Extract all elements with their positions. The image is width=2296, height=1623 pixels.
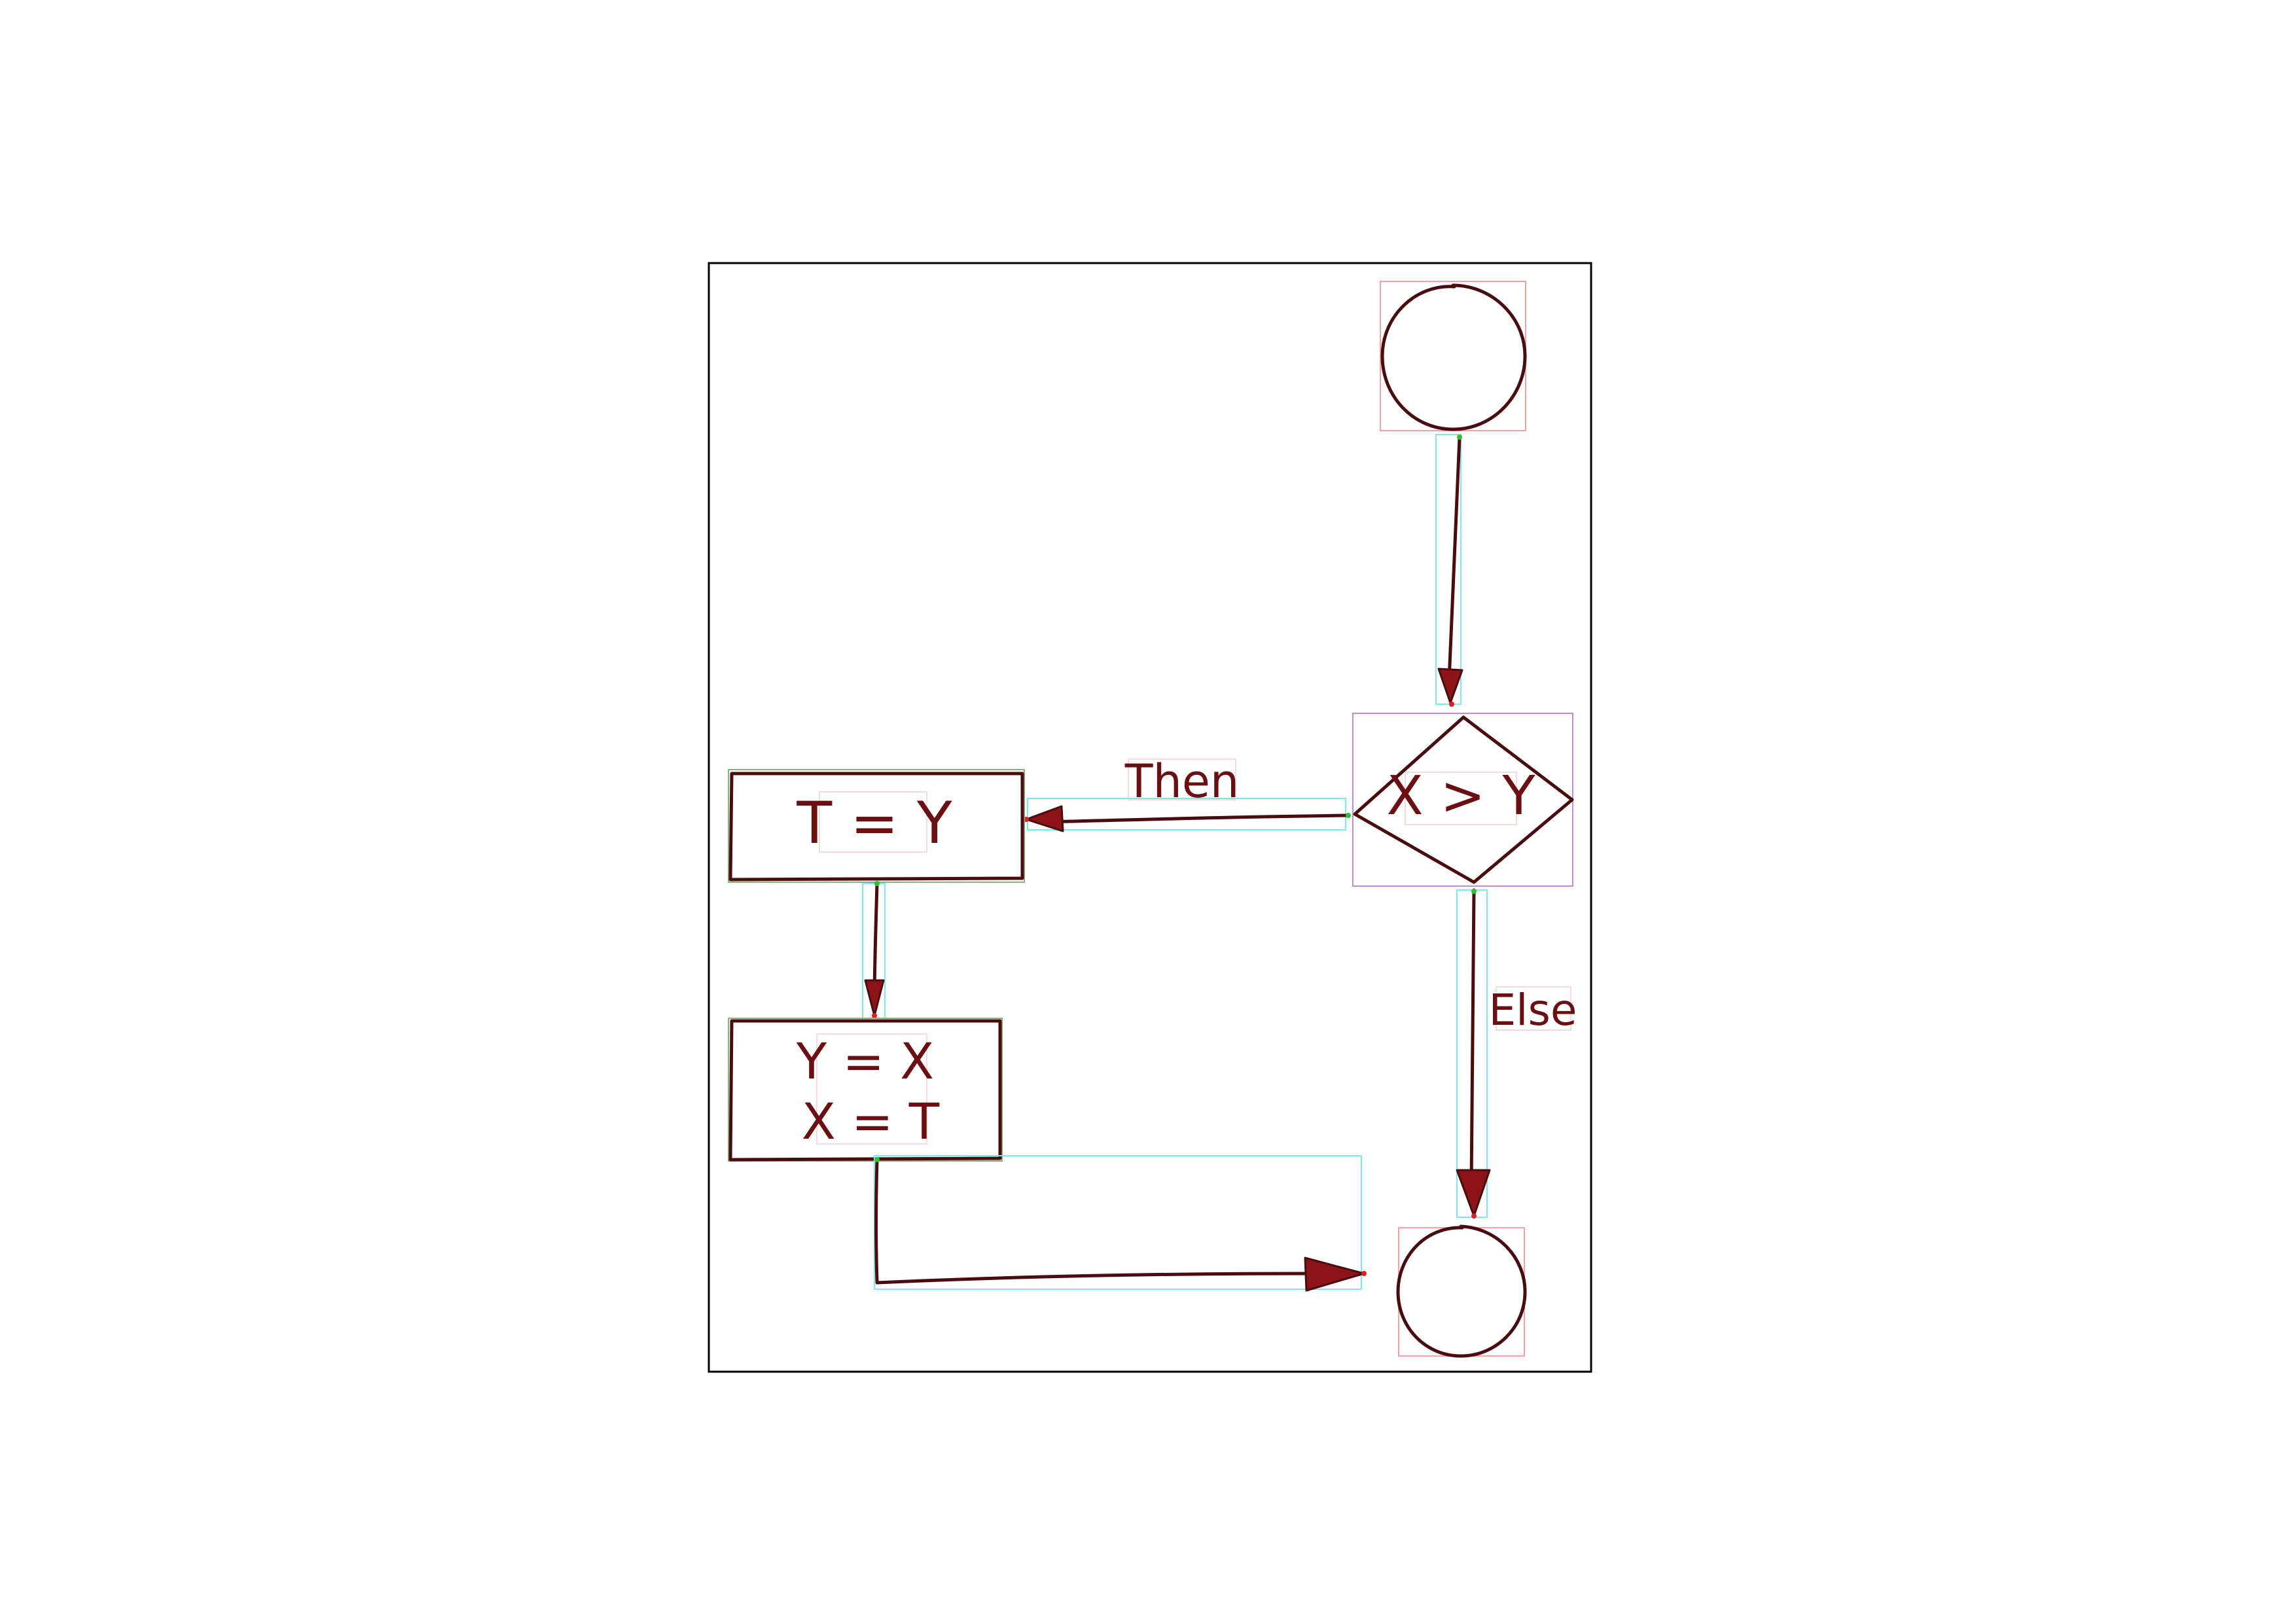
process-node-2: Y = X X = T bbox=[728, 1018, 1003, 1162]
process-1-label: T = Y bbox=[796, 789, 952, 857]
else-label-box bbox=[1496, 986, 1571, 1031]
process-node-1: T = Y bbox=[728, 769, 1025, 883]
decision-diamond bbox=[1353, 715, 1574, 884]
arrowhead bbox=[1304, 1257, 1365, 1292]
edge-end-point bbox=[1449, 702, 1454, 707]
edge-process2-to-end bbox=[874, 1155, 1367, 1292]
edge-end-point bbox=[1361, 1271, 1367, 1276]
edge-annotation-box bbox=[874, 1155, 1362, 1290]
edge-annotation-box bbox=[1435, 434, 1462, 705]
edge-line bbox=[1447, 435, 1462, 683]
arrowhead bbox=[1437, 668, 1463, 704]
arrowhead bbox=[864, 979, 885, 1017]
arrowhead bbox=[1456, 1169, 1491, 1217]
edge-line bbox=[874, 1158, 1311, 1285]
process-2-label-line-2: X = T bbox=[802, 1092, 940, 1150]
end-node bbox=[1396, 1224, 1527, 1358]
edge-start-point bbox=[874, 1157, 880, 1162]
edge-line bbox=[1045, 813, 1350, 824]
then-label-box bbox=[1128, 758, 1236, 800]
edge-start-point bbox=[1457, 435, 1462, 440]
process-2-annotation-box bbox=[728, 1018, 1003, 1162]
edge-end-point bbox=[1471, 1213, 1477, 1219]
process-2-label-box bbox=[816, 1033, 927, 1145]
edge-end-point bbox=[872, 1013, 877, 1018]
end-circle bbox=[1396, 1224, 1527, 1358]
edge-start-point bbox=[874, 881, 880, 886]
start-node bbox=[1380, 281, 1527, 431]
arrowhead bbox=[1025, 805, 1064, 832]
edge-start-to-decision bbox=[1435, 434, 1463, 707]
process-2-label-line-1: Y = X bbox=[796, 1032, 934, 1090]
decision-node: X > Y bbox=[1352, 713, 1574, 887]
decision-label-box bbox=[1405, 772, 1517, 825]
process-1-label-box bbox=[819, 791, 927, 853]
diagram-frame bbox=[708, 262, 1592, 1373]
edge-start-point bbox=[1346, 813, 1351, 818]
edge-else-label: Else bbox=[1488, 985, 1577, 1035]
edge-line bbox=[1469, 888, 1476, 1186]
decision-label: X > Y bbox=[1386, 765, 1535, 827]
edge-start-point bbox=[1471, 889, 1477, 894]
edge-then-label: Then bbox=[1124, 755, 1240, 808]
process-2-rect bbox=[728, 1019, 1002, 1162]
edge-then: Then bbox=[1024, 755, 1351, 832]
edge-else: Else bbox=[1456, 888, 1577, 1219]
start-circle bbox=[1380, 283, 1527, 431]
process-1-rect bbox=[728, 772, 1024, 882]
edge-process1-to-process2 bbox=[862, 881, 886, 1019]
